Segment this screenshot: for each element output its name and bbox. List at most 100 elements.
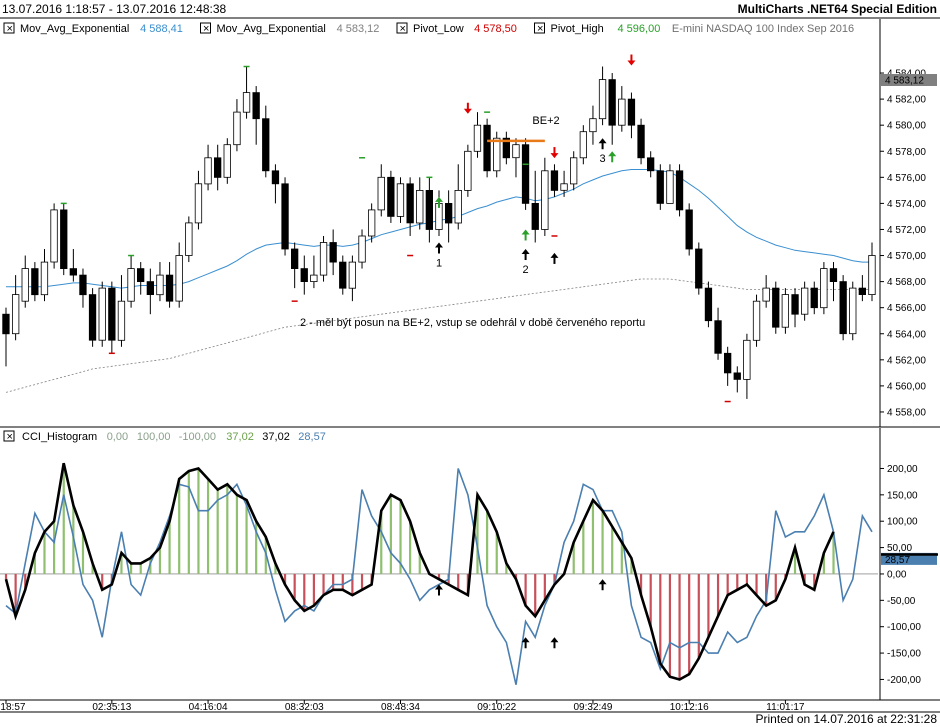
cci-tick-label: 50,00	[887, 543, 912, 554]
cci-pane[interactable]: 200,00 150,00 100,00 50,00 0,00 -50,00 -100,00…	[0, 428, 938, 700]
legend-close-icon[interactable]	[396, 22, 408, 34]
cci-line	[5, 468, 873, 685]
price-tick-label: 4 566,00	[887, 303, 926, 314]
candle	[627, 92, 636, 139]
cci-legend-value: 37,02	[226, 431, 254, 443]
candle	[79, 268, 87, 308]
candle	[656, 164, 664, 210]
candle-body-up	[560, 183, 568, 191]
candle-body-down	[521, 144, 530, 204]
candle	[570, 151, 578, 191]
candle	[714, 307, 722, 360]
legend-close-icon[interactable]	[3, 22, 15, 34]
price-badge: 4 583,12	[881, 74, 937, 87]
legend-close-icon[interactable]	[534, 22, 545, 34]
legend-study-name: Pivot_High	[551, 23, 604, 35]
candle	[40, 249, 49, 302]
legend-close-icon[interactable]	[3, 430, 15, 442]
candle	[579, 125, 587, 165]
candle-body-down	[281, 183, 289, 250]
candle-body-up	[752, 300, 761, 341]
candle-body-up	[367, 209, 376, 237]
cci-tick-label: -100,00	[887, 622, 921, 633]
candle	[858, 275, 866, 302]
candle-body-up	[570, 157, 578, 185]
candle	[339, 255, 347, 295]
candle-body-up	[175, 255, 183, 302]
cci-tick-label: 100,00	[887, 517, 918, 528]
candle-body-up	[194, 183, 203, 224]
candle-body-up	[801, 287, 809, 315]
candle-body-down	[608, 79, 616, 126]
candle-body-up	[242, 92, 251, 113]
candle-body-down	[647, 157, 655, 172]
candle-body-down	[810, 287, 818, 309]
candle-body-up	[781, 294, 789, 328]
candle	[406, 177, 414, 236]
candle	[521, 138, 530, 210]
entry-arrow-icon	[550, 637, 559, 649]
candle	[31, 262, 39, 302]
entry-label: 3	[600, 153, 606, 165]
legend-study-name: Pivot_Low	[413, 23, 464, 35]
candle	[242, 66, 251, 119]
candle-body-up	[117, 300, 126, 341]
price-pane[interactable]: 4 558,00 4 560,00 4 562,00 4 564,00 4 566,00…	[2, 19, 937, 427]
candle	[213, 144, 222, 191]
candle	[281, 177, 289, 256]
entry-label: 1	[436, 258, 442, 270]
price-tick-label: 4 570,00	[887, 251, 926, 262]
candle-body-up	[319, 242, 328, 276]
close-x-icon: ×	[7, 23, 13, 35]
candle	[223, 138, 231, 184]
candle	[416, 177, 424, 230]
candle-body-up	[50, 209, 58, 263]
candle-body-down	[772, 287, 780, 328]
candle-body-down	[262, 118, 270, 172]
candle	[733, 366, 741, 393]
candle	[358, 229, 366, 269]
legend-study-name: Mov_Avg_Exponential	[217, 23, 326, 35]
legend-close-icon[interactable]	[200, 22, 211, 34]
sell-arrow-icon	[463, 102, 472, 114]
candle	[695, 242, 703, 295]
candle-body-up	[762, 287, 770, 302]
candle-body-down	[146, 281, 155, 296]
candle-body-up	[11, 294, 20, 335]
candle-body-up	[598, 79, 607, 120]
candle	[810, 281, 818, 315]
candle	[820, 262, 828, 315]
cci-tick-label: 0,00	[887, 569, 907, 580]
app-title: MultiCharts .NET64 Special Edition	[738, 2, 937, 16]
candle-body-down	[213, 157, 222, 178]
close-x-icon: ×	[400, 23, 406, 35]
candle-body-down	[724, 352, 732, 374]
sell-arrow-icon	[550, 147, 559, 159]
candle	[637, 118, 645, 165]
candle-body-up	[493, 137, 501, 172]
candle	[473, 112, 482, 158]
candle-body-down	[31, 268, 39, 296]
candle-body-down	[136, 268, 145, 283]
candle	[136, 262, 145, 295]
legend-study-value: 4 596,00	[618, 23, 661, 35]
candle-body-down	[695, 248, 703, 289]
candle-body-up	[233, 111, 241, 146]
price-tick-label: 4 578,00	[887, 147, 926, 158]
candle	[88, 288, 97, 347]
candle-body-down	[483, 124, 491, 172]
candle-body-up	[541, 170, 549, 230]
candle-body-down	[637, 124, 645, 159]
cci-badge-text: 28,57	[885, 555, 910, 566]
candle-body-up	[127, 268, 135, 302]
candle	[310, 255, 318, 289]
time-tick-label: 09:10:22	[477, 702, 516, 713]
candle	[675, 164, 684, 217]
candle	[194, 170, 203, 230]
candle-body-down	[387, 176, 395, 217]
time-axis: 01:18:57 02:35:13 04:16:04 08:32:03 08:48:34…	[0, 699, 940, 713]
candle	[541, 157, 549, 236]
date-range-header: 13.07.2016 1:18:57 - 13.07.2016 12:48:38	[2, 2, 227, 16]
price-tick-label: 4 564,00	[887, 329, 926, 340]
buy-arrow-icon	[435, 196, 443, 208]
